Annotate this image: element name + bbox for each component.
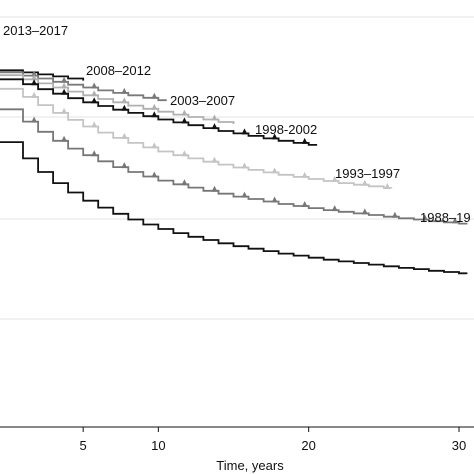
censor-marker — [301, 137, 308, 144]
censor-marker — [301, 171, 308, 178]
x-tick-label: 5 — [80, 438, 87, 453]
censor-marker — [421, 214, 428, 221]
censor-marker — [181, 150, 188, 157]
censor-marker — [271, 196, 278, 203]
censor-marker — [91, 121, 98, 128]
censor-marker — [31, 116, 38, 123]
censor-marker — [211, 156, 218, 163]
gridlines — [0, 16, 474, 320]
censor-marker — [121, 87, 128, 94]
censor-marker — [452, 217, 458, 224]
censor-marker — [211, 114, 218, 121]
censor-marker — [151, 103, 158, 110]
series-label-1: 2008–2012 — [86, 63, 151, 78]
censor-marker — [211, 185, 218, 192]
censor-marker — [151, 111, 158, 118]
censor-marker — [91, 90, 98, 97]
censor-marker — [91, 97, 98, 104]
censor-marker — [61, 88, 68, 95]
censor-marker — [361, 179, 368, 186]
censor-marker — [391, 211, 398, 218]
censor-marker — [361, 208, 368, 215]
censor-marker — [31, 70, 38, 77]
series-labels: 2013–2017 2008–2012 2003–2007 1998-2002 1993… — [3, 23, 471, 225]
censor-marker — [181, 109, 188, 116]
censor-marker — [121, 97, 128, 104]
series-label-3: 1998-2002 — [255, 122, 317, 137]
x-axis-ticks: 5 10 20 30 — [80, 427, 466, 453]
censor-marker — [151, 171, 158, 178]
series-line-4 — [0, 87, 393, 189]
x-axis-title: Time, years — [216, 458, 284, 473]
censor-marker — [241, 191, 248, 198]
series-line-6 — [0, 141, 468, 275]
censor-marker — [31, 91, 38, 98]
censor-marker — [331, 205, 338, 212]
censor-marker — [384, 183, 391, 189]
series-line-2 — [0, 74, 235, 124]
series-label-4: 1993–1997 — [335, 166, 400, 181]
x-tick-label: 20 — [301, 438, 315, 453]
censor-marker — [241, 128, 248, 135]
censor-marker — [31, 79, 38, 86]
censor-marker — [121, 104, 128, 111]
censor-marker — [31, 74, 38, 81]
censor-marker — [241, 162, 248, 169]
series-line-5 — [0, 108, 468, 225]
x-tick-label: 10 — [151, 438, 165, 453]
x-tick-label: 30 — [452, 438, 466, 453]
censor-marker — [61, 135, 68, 142]
censor-marker — [121, 162, 128, 169]
series-label-0: 2013–2017 — [3, 23, 68, 38]
censor-marker — [61, 82, 68, 89]
series-label-5: 1988–19 — [420, 210, 471, 225]
censor-marker — [211, 123, 218, 130]
censor-marker — [301, 201, 308, 207]
censor-marker — [271, 167, 278, 174]
censor-marker — [61, 76, 68, 83]
censor-marker — [151, 142, 158, 149]
censor-marker — [91, 150, 98, 157]
series-label-2: 2003–2007 — [170, 93, 235, 108]
censor-marker — [151, 92, 158, 99]
series-line-0 — [0, 69, 85, 81]
censor-marker — [331, 176, 338, 182]
censor-marker — [61, 107, 68, 114]
censor-marker — [181, 117, 188, 124]
censor-marker — [91, 82, 98, 89]
censor-marker — [181, 179, 188, 186]
censor-marker — [271, 133, 278, 140]
censor-marker — [121, 132, 128, 139]
series-layer — [0, 69, 468, 275]
